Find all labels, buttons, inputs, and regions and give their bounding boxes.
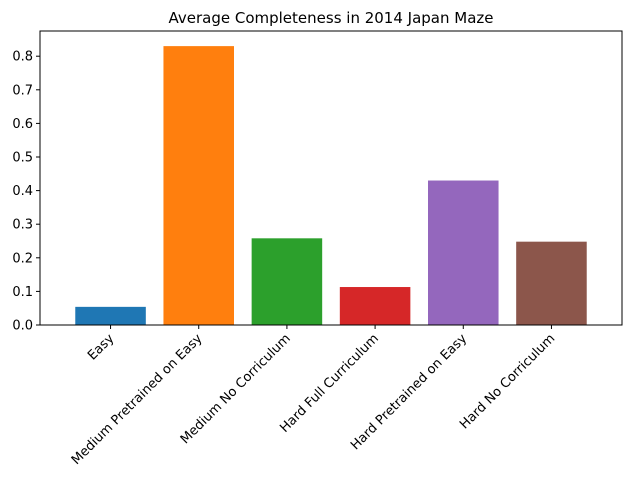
y-tick-label-4: 0.4 — [12, 184, 33, 199]
y-tick-label-6: 0.6 — [12, 117, 33, 132]
y-tick-label-0: 0.0 — [12, 319, 33, 334]
plot-frame — [39, 30, 623, 326]
y-axis: 0.0 0.1 0.2 0.3 0.4 0.5 0.6 0.7 0.8 — [12, 50, 40, 334]
x-tick-label-3: Hard Full Curriculum — [277, 331, 382, 436]
bar-4 — [428, 180, 499, 325]
bar-5 — [516, 241, 587, 325]
y-tick-label-1: 0.1 — [12, 285, 33, 300]
y-tick-label-2: 0.2 — [12, 251, 33, 266]
x-tick-label-0: Easy — [85, 331, 117, 363]
bar-0 — [75, 306, 146, 325]
x-tick-label-5: Hard No Corriculum — [457, 331, 558, 432]
bar-1 — [163, 46, 234, 326]
y-tick-label-7: 0.7 — [12, 83, 33, 98]
bar-2 — [251, 238, 323, 325]
y-tick-label-3: 0.3 — [12, 218, 33, 233]
y-tick-label-8: 0.8 — [12, 50, 33, 65]
y-tick-label-5: 0.5 — [12, 151, 33, 166]
bars-group — [75, 46, 587, 326]
chart-title: Average Completeness in 2014 Japan Maze — [168, 9, 493, 27]
bar-3 — [339, 287, 411, 325]
